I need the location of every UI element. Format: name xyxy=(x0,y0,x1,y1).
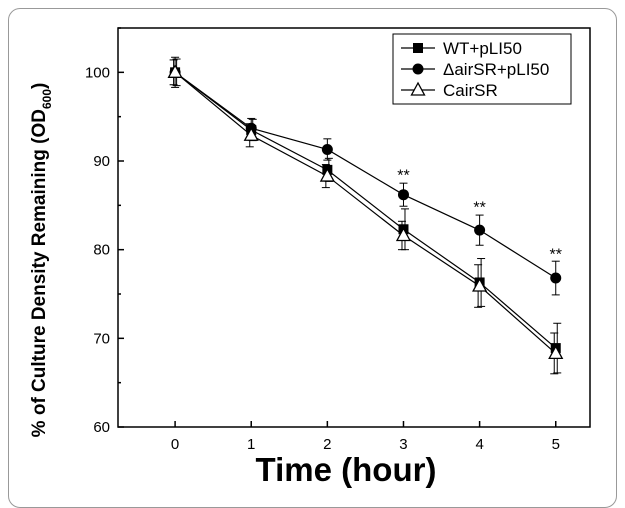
x-tick-label: 3 xyxy=(399,436,407,453)
x-tick-label: 1 xyxy=(247,436,255,453)
significance-annotation: ** xyxy=(473,199,485,216)
series-line xyxy=(174,71,557,354)
significance-annotation: ** xyxy=(397,168,409,185)
series-square xyxy=(170,58,562,374)
legend-marker-circle xyxy=(412,63,424,75)
y-tick-label: 60 xyxy=(93,419,110,436)
legend-label: WT+pLI50 xyxy=(443,39,522,58)
y-axis-label-subscript: 600 xyxy=(40,89,54,109)
legend-marker-triangle xyxy=(410,81,426,96)
y-axis-label-close: ) xyxy=(29,83,50,89)
data-point-circle xyxy=(397,189,409,201)
y-tick-label: 90 xyxy=(93,153,110,170)
x-axis-label: Time (hour) xyxy=(256,451,437,488)
data-point-triangle xyxy=(243,126,259,141)
y-tick-label: 70 xyxy=(93,330,110,347)
y-axis-label-main: % of Culture Density Remaining (OD xyxy=(29,109,50,437)
x-tick-label: 4 xyxy=(475,436,483,453)
data-point-triangle xyxy=(548,345,564,360)
series-line xyxy=(174,71,557,279)
legend-label: CairSR xyxy=(443,81,498,100)
legend-label: ΔairSR+pLI50 xyxy=(443,60,549,79)
significance-annotation: ** xyxy=(550,246,562,263)
legend-marker-square xyxy=(413,43,423,53)
data-point-triangle xyxy=(472,277,488,292)
plot-area: 0 1 2 3 4 5 60 70 80 90 100 xyxy=(85,27,591,453)
legend: WT+pLI50 ΔairSR+pLI50 CairSR xyxy=(392,33,572,105)
data-point-circle xyxy=(474,224,486,236)
x-tick-label: 0 xyxy=(171,436,179,453)
data-point-triangle xyxy=(319,167,335,182)
y-tick-label: 100 xyxy=(85,64,110,81)
y-tick-label: 80 xyxy=(93,242,110,259)
series-triangle xyxy=(167,59,564,375)
x-tick-label: 5 xyxy=(552,436,560,453)
x-tick-label: 2 xyxy=(323,436,331,453)
data-point-triangle xyxy=(395,227,412,242)
series-line xyxy=(174,71,557,349)
line-chart: 0 1 2 3 4 5 60 70 80 90 100 ** ** ** WT+pLI50 ΔairSR+… xyxy=(29,27,591,488)
plot-frame xyxy=(117,27,591,428)
data-point-circle xyxy=(321,143,333,155)
y-axis-label: % of Culture Density Remaining (OD600) xyxy=(29,83,54,438)
data-point-triangle xyxy=(167,63,183,78)
data-layer: ** ** ** xyxy=(167,56,564,375)
data-point-circle xyxy=(550,272,562,284)
